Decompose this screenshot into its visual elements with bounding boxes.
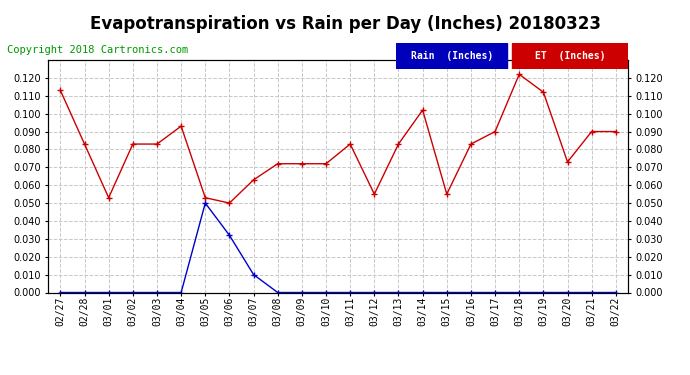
Text: ET  (Inches): ET (Inches) [535, 51, 605, 61]
Bar [512, 43, 628, 69]
Text: Rain  (Inches): Rain (Inches) [411, 51, 493, 61]
Bar [396, 43, 507, 69]
Text: Evapotranspiration vs Rain per Day (Inches) 20180323: Evapotranspiration vs Rain per Day (Inch… [90, 15, 600, 33]
Text: Copyright 2018 Cartronics.com: Copyright 2018 Cartronics.com [7, 45, 188, 55]
